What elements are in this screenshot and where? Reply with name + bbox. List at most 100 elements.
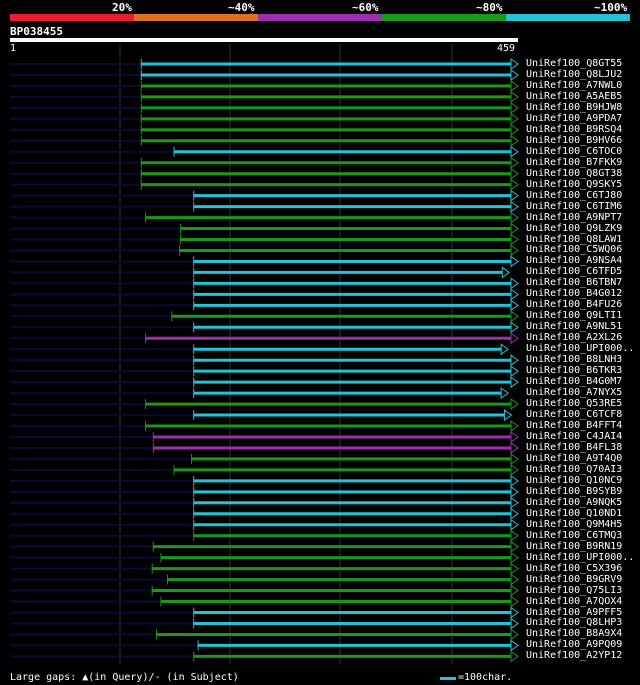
hit-label[interactable]: UniRef100_A7NWL0 [526,79,623,91]
hit-arrow [510,507,519,520]
hit-arrow [510,222,519,235]
hit-label[interactable]: UniRef100_B9SYB9 [526,485,623,497]
hit-arrow [510,58,519,70]
hit-label[interactable]: UniRef100_C6TOC0 [526,145,623,157]
hit-label[interactable]: UniRef100_A9NL51 [526,321,623,333]
hit-label[interactable]: UniRef100_A7QOX4 [526,595,623,607]
hit-label[interactable]: UniRef100_C4JAI4 [526,430,623,442]
hit-label[interactable]: UniRef100_C6TMQ3 [526,529,623,541]
hit-label[interactable]: UniRef100_A7NYX5 [526,387,623,399]
hit-label[interactable]: UniRef100_Q8LHP3 [526,617,623,629]
hit-arrow [510,79,519,92]
hit-label[interactable]: UniRef100_Q8LJU2 [526,68,623,80]
legend-label-60: ~60% [352,1,379,14]
hit-label[interactable]: UniRef100_A9PDA7 [526,112,623,124]
legend-bar-green [382,14,506,21]
hit-label[interactable]: UniRef100_B6TKR3 [526,365,623,377]
hit-arrow [510,431,519,443]
hit-arrow [510,496,519,509]
hit-arrow [510,529,519,542]
legend-label-100: ~100% [594,1,628,14]
hit-label[interactable]: UniRef100_UPI000.. [526,551,635,563]
hit-label[interactable]: UniRef100_B9GRV9 [526,573,623,585]
hit-label[interactable]: UniRef100_B4FFT4 [526,420,623,431]
hit-label[interactable]: UniRef100_Q8LAW1 [526,233,623,245]
hit-label[interactable]: UniRef100_B4FL38 [526,441,623,453]
hit-arrow [510,299,519,312]
identity-color-legend: 20% ~40% ~60% ~80% ~100% [10,0,630,22]
hit-label[interactable]: UniRef100_A2XL26 [526,332,623,344]
hit-label[interactable]: UniRef100_Q75LI3 [526,584,623,596]
hit-label[interactable]: UniRef100_A2YP12 [526,650,623,662]
hit-label[interactable]: UniRef100_C5WQ06 [526,244,623,256]
hit-label[interactable]: UniRef100_A9PFF5 [526,606,623,618]
hit-label[interactable]: UniRef100_C6TCF8 [526,409,623,421]
hit-label[interactable]: UniRef100_B4FU26 [526,299,623,311]
hit-arrow [510,639,519,652]
hit-arrow [510,112,519,125]
hit-arrow [510,277,519,290]
hit-arrow [510,145,519,158]
hit-label[interactable]: UniRef100_Q9LTI1 [526,310,623,322]
hit-arrow [510,321,519,334]
hit-label[interactable]: UniRef100_UPI000.. [526,343,635,355]
hit-arrow [510,606,519,619]
hit-label[interactable]: UniRef100_Q10ND1 [526,507,623,519]
legend-label-80: ~80% [476,1,503,14]
hit-arrow [510,420,519,432]
hit-label[interactable]: UniRef100_B4G012 [526,288,623,300]
hit-label[interactable]: UniRef100_C6TJ80 [526,189,623,201]
legend-label-20: 20% [112,1,132,14]
hit-arrow [503,409,513,422]
hit-arrow [510,485,519,498]
hit-arrow [510,332,519,345]
hit-label[interactable]: UniRef100_Q8GT55 [526,58,623,69]
query-start: 1 [10,43,17,54]
hit-label[interactable]: UniRef100_Q10NC9 [526,474,623,486]
hit-arrow [510,288,519,301]
hit-label[interactable]: UniRef100_B9RN19 [526,540,623,552]
hit-arrow [510,398,519,411]
hit-label[interactable]: UniRef100_A9NQK5 [526,496,623,508]
hit-label[interactable]: UniRef100_B9HJW8 [526,101,623,113]
hit-label[interactable]: UniRef100_A9NSA4 [526,255,623,267]
hit-arrow [510,365,519,378]
hit-label[interactable]: UniRef100_B4G0M7 [526,376,623,388]
hit-arrow [510,156,519,169]
hit-arrow [510,452,519,465]
hit-label[interactable]: UniRef100_Q70AI3 [526,463,623,475]
hit-label[interactable]: UniRef100_A9T4Q0 [526,452,623,464]
hit-label[interactable]: UniRef100_Q9M4H5 [526,518,623,530]
hit-label[interactable]: UniRef100_Q9LZK9 [526,222,623,234]
hit-label[interactable]: UniRef100_B8LNH3 [526,354,623,366]
hit-label[interactable]: UniRef100_C5X396 [526,562,623,574]
hit-arrow [510,134,519,147]
hit-label[interactable]: UniRef100_B7FKK9 [526,156,623,168]
hit-label[interactable]: UniRef100_B9RSQ4 [526,123,623,135]
hit-label[interactable]: UniRef100_Q9SKY5 [526,178,623,190]
hit-arrow [510,540,519,553]
hit-arrow [510,617,519,630]
legend-bar-orange [134,14,258,21]
hit-arrow [510,211,519,224]
hit-arrow [510,551,519,564]
hit-label[interactable]: UniRef100_A9NPT7 [526,211,623,223]
hit-label[interactable]: UniRef100_B6TBN7 [526,277,623,289]
hit-label[interactable]: UniRef100_Q53RE5 [526,398,623,410]
hit-label[interactable]: UniRef100_Q8GT38 [526,167,623,179]
hit-arrow [510,255,519,268]
hit-label[interactable]: UniRef100_B9HV66 [526,134,623,146]
hit-arrow [510,123,519,136]
hit-label[interactable]: UniRef100_B8A9X4 [526,628,623,640]
hit-label[interactable]: UniRef100_C6TIM6 [526,200,623,212]
hit-label[interactable]: UniRef100_C6TFD5 [526,266,623,278]
hit-arrow [510,441,519,454]
hit-arrow [510,573,519,586]
hit-arrow [510,167,519,180]
hit-label[interactable]: UniRef100_A5AEB5 [526,90,623,102]
hit-arrow [500,343,510,356]
hit-arrow [510,189,519,202]
hit-arrow [510,354,519,367]
hit-label[interactable]: UniRef100_A9PQ09 [526,639,623,651]
